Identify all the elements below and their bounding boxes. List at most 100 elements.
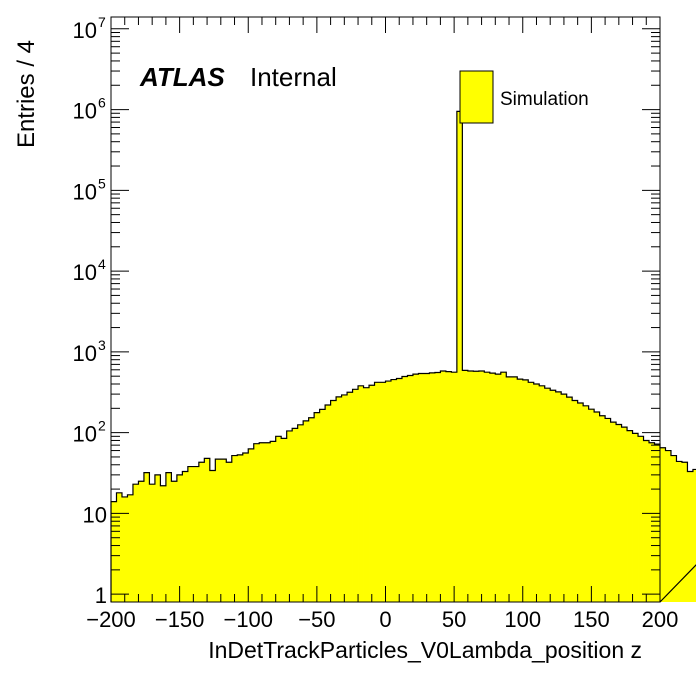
- histogram-bar: [423, 373, 430, 602]
- histogram-bar: [182, 471, 189, 602]
- histogram-bar: [369, 385, 375, 602]
- y-axis-title: Entries / 4: [13, 40, 40, 148]
- histogram-bar: [292, 428, 299, 602]
- histogram-bar: [204, 458, 211, 602]
- histogram-bar: [511, 376, 518, 602]
- y-tick-exponent: 4: [98, 256, 106, 272]
- histogram-bar: [363, 387, 370, 602]
- histogram-bar: [627, 430, 633, 602]
- histogram-bar: [209, 470, 216, 602]
- atlas-sublabel: Internal: [250, 62, 337, 92]
- histogram-bar: [649, 442, 655, 602]
- y-tick-label: 10: [73, 179, 97, 204]
- y-tick-exponent: 3: [98, 337, 106, 353]
- histogram-bar: [281, 438, 288, 602]
- histogram-bars: [110, 110, 696, 603]
- histogram-bar: [451, 372, 458, 602]
- histogram-bar: [352, 389, 359, 602]
- y-tick-label: 10: [73, 341, 97, 366]
- histogram-bar: [445, 371, 452, 602]
- histogram-bar: [676, 461, 683, 602]
- histogram-bar: [401, 376, 408, 602]
- x-tick-label: 0: [379, 607, 391, 632]
- histogram-bar: [314, 412, 321, 602]
- histogram-bar: [193, 466, 200, 602]
- histogram-bar: [670, 455, 677, 602]
- histogram-bar: [385, 381, 392, 602]
- histogram-bar: [489, 373, 496, 602]
- histogram-bar: [467, 370, 474, 602]
- x-tick-label: −150: [155, 607, 205, 632]
- histogram-bar: [517, 379, 524, 602]
- y-tick-exponent: 2: [98, 418, 106, 434]
- x-axis-title: InDetTrackParticles_V0Lambda_position z: [208, 637, 642, 663]
- x-tick-label: 50: [442, 607, 466, 632]
- histogram-bar: [160, 485, 167, 602]
- histogram-bar: [226, 462, 233, 602]
- histogram-bar: [528, 382, 535, 602]
- histogram-bar: [325, 404, 331, 602]
- histogram-bar: [544, 388, 551, 602]
- histogram-bar: [550, 390, 557, 602]
- histogram-bar: [396, 378, 403, 602]
- histogram-bar: [456, 111, 463, 603]
- y-tick-label: 1: [95, 583, 107, 608]
- histogram-bar: [127, 494, 134, 602]
- histogram-bar: [572, 400, 579, 602]
- legend-swatch-simulation: [459, 70, 494, 124]
- histogram-bar: [621, 427, 628, 602]
- x-tick-label: −50: [298, 607, 335, 632]
- histogram-bar: [616, 424, 622, 602]
- histogram-bar: [473, 371, 480, 602]
- histogram-bar: [533, 384, 540, 602]
- histogram-bar: [643, 440, 650, 602]
- histogram-bar: [198, 462, 205, 602]
- histogram-bar: [418, 373, 425, 602]
- y-tick-label: 10: [73, 99, 97, 124]
- histogram-bar: [138, 481, 145, 602]
- histogram-bar: [380, 382, 386, 602]
- histogram-bar: [692, 469, 696, 602]
- histogram-bar: [336, 396, 342, 602]
- histogram-bar: [330, 400, 337, 602]
- histogram-bar: [116, 492, 123, 602]
- histogram-bar: [632, 433, 639, 602]
- histogram-bar: [583, 405, 590, 602]
- histogram-bar: [231, 455, 238, 602]
- histogram-bar: [237, 454, 244, 602]
- histogram-bar: [149, 484, 156, 602]
- x-tick-label: 200: [642, 607, 679, 632]
- histogram-bar: [599, 415, 606, 602]
- histogram-bar: [341, 394, 348, 602]
- histogram-bar: [270, 441, 277, 602]
- histogram-bar: [165, 472, 172, 602]
- histogram-bar: [121, 496, 128, 602]
- histogram-bar: [594, 412, 601, 602]
- histogram-bar: [390, 379, 397, 602]
- histogram-bar: [176, 474, 183, 602]
- histogram-bar: [143, 472, 150, 602]
- histogram-bar: [407, 375, 414, 602]
- histogram-bar: [506, 376, 513, 602]
- histogram-bar: [440, 370, 447, 602]
- histogram-bar: [248, 448, 255, 602]
- histogram-bar: [478, 370, 485, 602]
- legend-label-simulation: Simulation: [500, 89, 589, 110]
- histogram-bar: [539, 385, 546, 602]
- histogram-bar: [462, 370, 469, 602]
- histogram-bar: [500, 372, 507, 602]
- y-tick-label: 10: [73, 422, 97, 447]
- histogram-bar: [484, 372, 491, 602]
- histogram-bar: [358, 385, 364, 602]
- histogram-bar: [253, 443, 260, 602]
- histogram-bar: [577, 402, 584, 602]
- histogram-bar: [588, 409, 595, 602]
- histogram-bar: [347, 392, 353, 602]
- histogram-bar: [275, 436, 282, 602]
- histogram-bar: [308, 417, 315, 602]
- histogram-bar: [561, 394, 568, 602]
- histogram-bar: [681, 462, 688, 602]
- histogram-bar: [264, 442, 271, 602]
